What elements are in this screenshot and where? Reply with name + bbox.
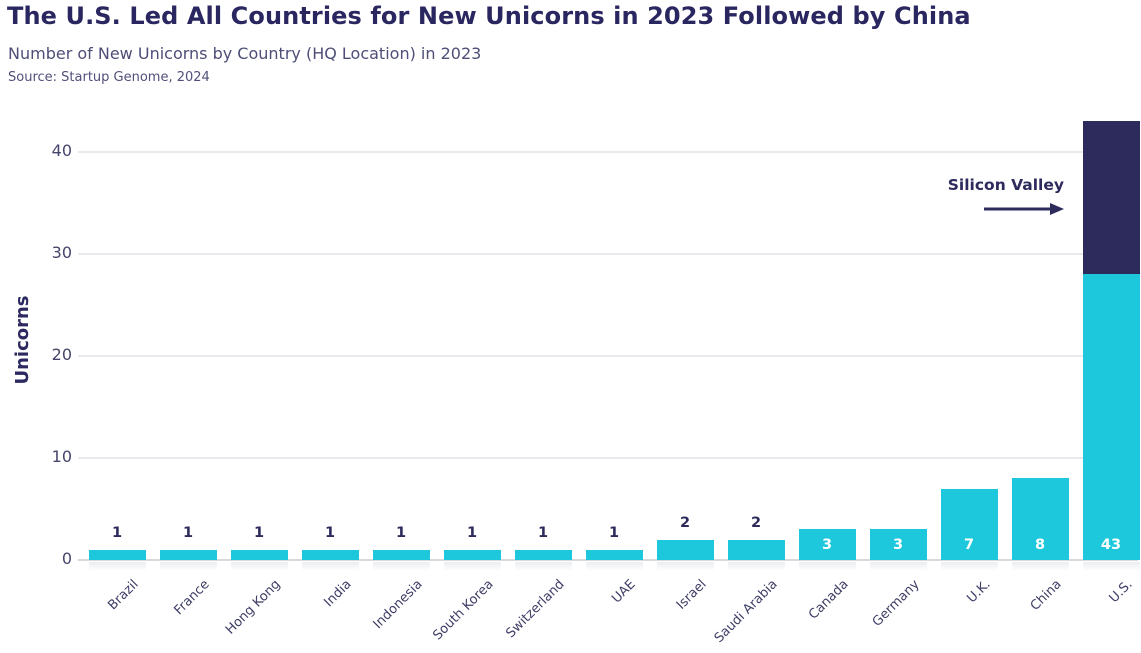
bar xyxy=(1011,478,1069,560)
bar-value-label: 1 xyxy=(324,524,336,541)
bar xyxy=(869,529,927,560)
gridline-20 xyxy=(78,355,1138,357)
bar-value-label: 1 xyxy=(111,524,123,541)
bar-value-label: 1 xyxy=(537,524,549,541)
bar-shadow xyxy=(88,562,146,571)
bar xyxy=(230,549,288,560)
bar-value-label: 1 xyxy=(466,524,478,541)
y-axis-title: Unicorns xyxy=(12,295,33,385)
bar xyxy=(88,549,146,560)
silicon-valley-arrow-icon xyxy=(984,203,1064,215)
bar xyxy=(159,549,217,560)
gridline-0 xyxy=(78,559,1138,561)
bar-segment-silicon-valley xyxy=(1082,121,1140,275)
bar-value-label: 3 xyxy=(821,537,833,553)
bar xyxy=(301,549,359,560)
bar xyxy=(727,539,785,560)
bar-value-label: 2 xyxy=(750,514,762,531)
y-tick-label: 10 xyxy=(51,447,72,466)
chart-subtitle: Number of New Unicorns by Country (HQ Lo… xyxy=(8,44,482,63)
bar-value-label: 1 xyxy=(395,524,407,541)
bar-shadow xyxy=(727,562,785,571)
bar-shadow xyxy=(1011,562,1069,571)
bar-value-label: 43 xyxy=(1100,537,1122,553)
bar-shadow xyxy=(940,562,998,571)
bar-value-label: 1 xyxy=(182,524,194,541)
y-tick-label: 30 xyxy=(51,243,72,262)
y-tick-label: 20 xyxy=(51,345,72,364)
gridline-10 xyxy=(78,457,1138,459)
bar xyxy=(514,549,572,560)
x-axis-label: Brazil xyxy=(105,577,142,614)
silicon-valley-annotation: Silicon Valley xyxy=(947,176,1064,194)
bar-shadow xyxy=(301,562,359,571)
bar xyxy=(372,549,430,560)
bar-shadow xyxy=(869,562,927,571)
gridline-30 xyxy=(78,253,1138,255)
y-tick-label: 40 xyxy=(51,141,72,160)
bar-value-label: 3 xyxy=(892,537,904,553)
bar-shadow xyxy=(1082,562,1140,571)
bar-shadow xyxy=(798,562,856,571)
bar xyxy=(585,549,643,560)
bar-shadow xyxy=(656,562,714,571)
y-tick-label: 0 xyxy=(61,549,72,568)
gridline-40 xyxy=(78,151,1138,153)
bar-shadow xyxy=(514,562,572,571)
bar-shadow xyxy=(443,562,501,571)
bar-shadow xyxy=(585,562,643,571)
bar-value-label: 7 xyxy=(963,537,975,553)
bar-shadow xyxy=(372,562,430,571)
bar-value-label: 8 xyxy=(1034,537,1046,553)
bar xyxy=(798,529,856,560)
bar-shadow xyxy=(159,562,217,571)
bar xyxy=(940,488,998,560)
bar-value-label: 1 xyxy=(253,524,265,541)
bar-value-label: 1 xyxy=(608,524,620,541)
bar-shadow xyxy=(230,562,288,571)
bar xyxy=(656,539,714,560)
chart-source: Source: Startup Genome, 2024 xyxy=(8,70,210,85)
bar-value-label: 2 xyxy=(679,514,691,531)
bar xyxy=(443,549,501,560)
page-title: The U.S. Led All Countries for New Unico… xyxy=(7,2,971,30)
bar-segment xyxy=(1082,274,1140,560)
